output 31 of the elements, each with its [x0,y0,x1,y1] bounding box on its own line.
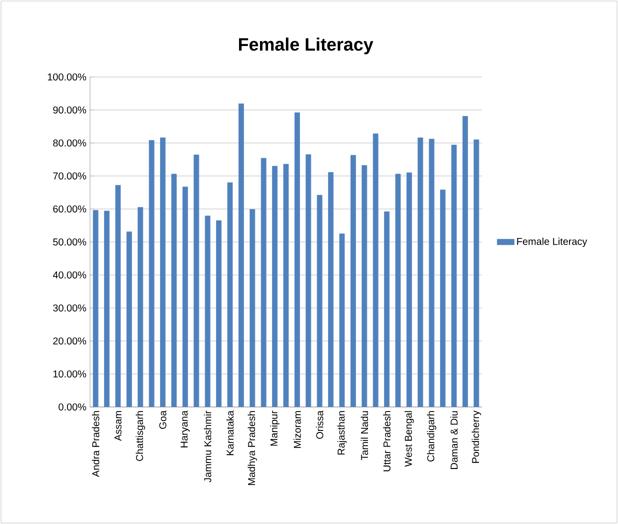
x-tick-label: Assam [114,411,122,441]
x-tick-label: Madhya Pradesh [248,411,258,486]
x-tick-label: Rajasthan [337,411,347,455]
y-tick-label: 40.00% [52,271,86,279]
y-tick-label: 90.00% [53,106,86,114]
x-tick-label: Jammu Kashmir [204,410,212,482]
y-tick-label: 30.00% [53,304,86,312]
x-tick-label: Goa [159,410,166,429]
x-tick-label: Uttar Pradesh [383,411,390,472]
chart-title: Female Literacy [239,38,374,54]
x-tick-label: Karnataka [226,410,234,456]
x-tick-label: Tamil Nadu [360,411,368,460]
x-tick-label: Orissa [316,410,324,439]
x-tick-label: Chandigarh [426,411,436,462]
y-tick-label: 70.00% [53,172,86,180]
y-tick-label: 0.00% [58,403,86,411]
legend-label: Female Literacy [517,238,588,247]
x-tick-label: Manipur [270,410,280,446]
y-tick-label: 60.00% [53,205,86,213]
x-tick-label: Andra Pradesh [92,411,100,477]
y-tick-label: 20.00% [53,337,86,345]
x-tick-label: Chattisgarh [136,411,146,461]
y-tick-label: 100.00% [48,73,86,81]
y-tick-label: 50.00% [53,238,86,246]
x-tick-label: Mizoram [294,411,301,448]
x-tick-label: Daman & Diu [450,411,458,469]
x-tick-label: Pondicherry [472,410,482,463]
x-tick-label: West Bengal [404,411,414,467]
y-tick-label: 80.00% [53,139,86,147]
x-tick-label: Haryana [180,410,190,448]
y-tick-label: 10.00% [53,370,86,378]
